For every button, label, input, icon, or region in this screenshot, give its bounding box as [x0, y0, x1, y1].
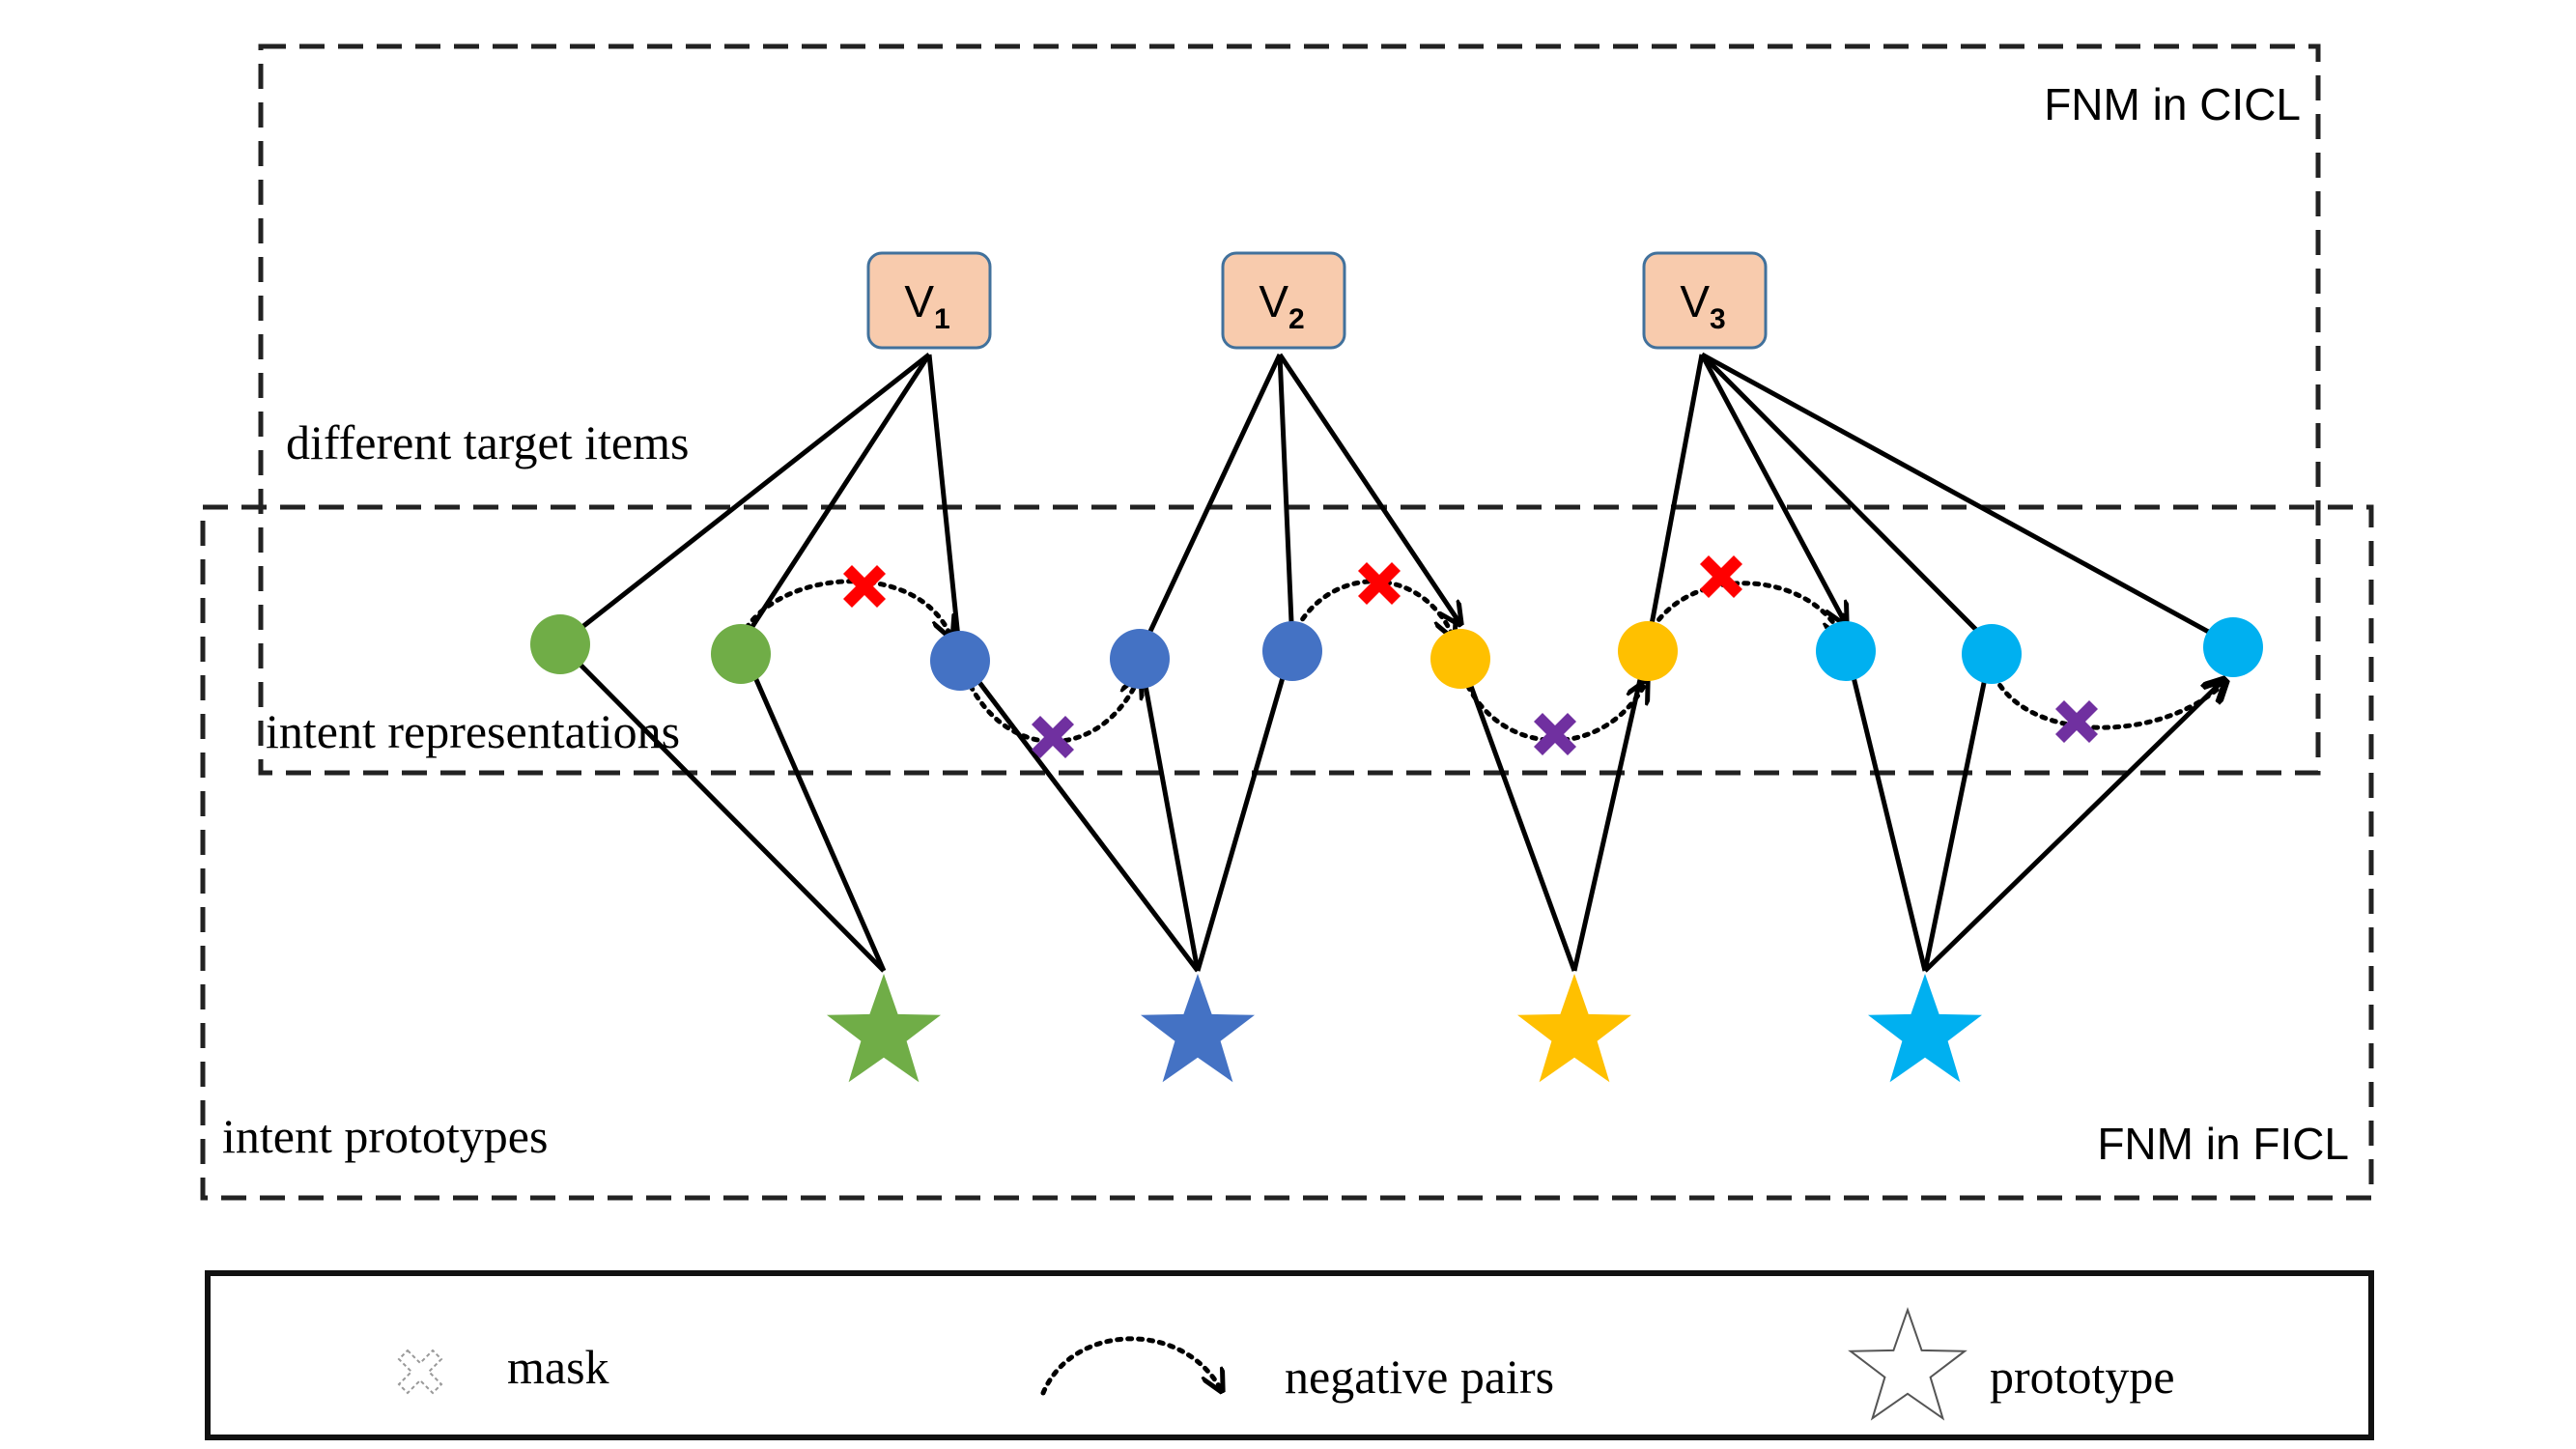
- svg-text:V2: V2: [1259, 276, 1304, 335]
- cicl-region-box: [258, 43, 2321, 776]
- intent-representations: [530, 614, 2263, 691]
- prototype-star-green: [827, 974, 941, 1083]
- representation-node-cyan: [1816, 621, 1876, 681]
- edge-v2-rep6: [1277, 353, 1460, 624]
- item-box-v2: V2: [1221, 251, 1346, 350]
- target-items-label: different target items: [286, 415, 689, 469]
- prototype-star-cyan: [1868, 974, 1982, 1083]
- edge-rep8-star4: [1843, 644, 1928, 972]
- edge-v3-rep8: [1699, 353, 1846, 624]
- edge-rep1-star1: [558, 642, 886, 973]
- edge-v3-rep10: [1700, 352, 2235, 648]
- item-edges: [558, 352, 2235, 658]
- item-letter: V: [904, 276, 934, 327]
- legend-negative-pairs-label: negative pairs: [1285, 1350, 1554, 1404]
- svg-text:V3: V3: [1680, 276, 1725, 335]
- representation-node-blue: [1262, 621, 1322, 681]
- legend-box: [205, 1270, 2374, 1440]
- representation-node-blue: [930, 631, 990, 691]
- representation-node-yellow: [1618, 621, 1678, 681]
- neg-arc-1: [738, 579, 951, 638]
- edge-rep2-star1: [738, 642, 887, 973]
- item-box-v3: V3: [1642, 251, 1768, 350]
- representation-node-green: [711, 624, 771, 684]
- mask-icon: [1700, 555, 1742, 598]
- mask-icon: [843, 565, 886, 608]
- representations-label: intent representations: [266, 704, 680, 758]
- edge-v1-rep1: [558, 353, 931, 646]
- item-subscript: 1: [934, 303, 950, 335]
- item-letter: V: [1680, 276, 1710, 327]
- legend-prototype-icon: [1850, 1309, 1966, 1420]
- legend: mask negative pairs prototype: [205, 1270, 2374, 1440]
- edge-rep4-star2: [1137, 653, 1201, 972]
- prototype-edges: [558, 642, 2224, 973]
- representation-node-cyan: [2203, 617, 2263, 677]
- svg-text:V1: V1: [904, 276, 949, 335]
- target-items: V1 V2 V3: [866, 251, 1768, 350]
- edge-rep9-star4: [1922, 644, 1995, 972]
- edge-v3-rep7: [1645, 354, 1705, 646]
- prototypes-label: intent prototypes: [222, 1109, 548, 1163]
- intent-prototypes: [827, 974, 1982, 1083]
- edge-rep5-star2: [1195, 643, 1295, 972]
- mask-icon: [1032, 716, 1074, 758]
- neg-arc-3: [1289, 579, 1454, 638]
- edge-rep6-star3: [1458, 656, 1577, 972]
- edge-v1-rep3: [926, 354, 963, 658]
- item-letter: V: [1259, 276, 1288, 327]
- edge-rep3-star2: [958, 655, 1200, 973]
- representation-node-blue: [1110, 629, 1170, 689]
- negative-pair-arcs: [738, 579, 2226, 744]
- item-box-v1: V1: [866, 251, 992, 350]
- legend-negative-pairs-icon: [1040, 1336, 1222, 1393]
- item-subscript: 2: [1288, 303, 1305, 335]
- representation-node-cyan: [1962, 624, 2022, 684]
- prototype-star-blue: [1141, 974, 1255, 1083]
- item-subscript: 3: [1710, 303, 1726, 335]
- legend-mask-icon: [398, 1350, 442, 1394]
- neg-arc-5: [1645, 581, 1843, 638]
- edge-v3-rep9: [1700, 353, 1994, 647]
- representation-node-green: [530, 614, 590, 674]
- legend-prototype-label: prototype: [1990, 1350, 2175, 1404]
- ficl-title: FNM in FICL: [2097, 1119, 2349, 1169]
- prototype-star-yellow: [1517, 974, 1631, 1083]
- neg-arc-6: [1992, 673, 2226, 730]
- cicl-title: FNM in CICL: [2044, 79, 2301, 129]
- mask-icon: [1534, 713, 1576, 755]
- edge-v2-rep4: [1137, 353, 1283, 656]
- edge-star4-rep10: [1923, 679, 2224, 973]
- edge-v2-rep5: [1277, 354, 1295, 645]
- legend-mask-label: mask: [507, 1340, 609, 1394]
- representation-node-yellow: [1430, 629, 1490, 689]
- edge-v1-rep2: [738, 353, 932, 646]
